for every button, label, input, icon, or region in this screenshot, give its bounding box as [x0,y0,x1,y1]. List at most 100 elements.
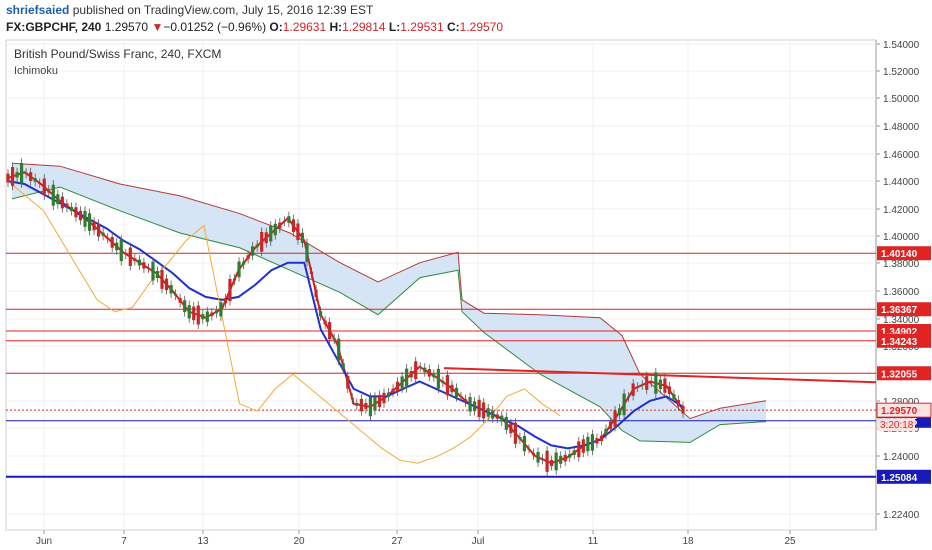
candle-body [309,271,314,274]
candle-body [264,232,268,244]
x-tick-label: Jun [36,536,52,547]
open-value: 1.29631 [282,20,327,34]
candle-body [486,408,490,417]
candle-body [645,376,649,390]
candle-body [391,388,395,393]
current-price-box [876,402,932,418]
symbol-label[interactable]: FX:GBPCHF, 240 [6,20,102,34]
candle-body [24,172,28,175]
y-tick-label: 1.24000 [883,452,920,463]
y-tick-label: 1.50000 [883,94,920,105]
candle-body [296,223,300,241]
candle-body [278,222,282,229]
candle-body [133,258,137,262]
y-tick-label: 1.42000 [883,205,920,216]
candle-body [210,312,214,317]
candle-body [613,410,617,427]
candle-body [509,423,513,434]
candle-body [604,428,608,435]
candle-body [468,397,472,412]
candle-body [572,450,576,455]
candle-body [341,363,345,369]
candle-body [10,167,15,186]
candle-body [364,403,368,409]
candle-body [183,300,187,313]
candle-body [124,253,128,255]
candle-body [137,259,141,266]
candle-body [219,302,223,317]
x-tick-label: 13 [197,536,209,547]
candle-body [459,396,463,398]
low-value: 1.29531 [400,20,444,34]
candle-body [142,262,146,269]
publish-info: shriefsaied published on TradingView.com… [6,3,373,17]
candle-body [101,232,105,236]
candle-body [368,397,373,417]
candle-body [395,381,400,392]
candle-body [47,189,51,193]
candle-body [654,372,658,394]
price-label-text: 1.40140 [881,249,918,260]
senkou-span-a-line [11,186,767,443]
candle-body [405,368,409,389]
candle-body [454,387,459,398]
candle-body [201,314,205,320]
candle-body [291,219,296,232]
candle-body [622,393,626,416]
candle-body [169,285,173,294]
candle-body [282,220,286,222]
author-link[interactable]: shriefsaied [6,3,70,17]
candle-body [128,247,132,267]
candle-body [586,436,590,452]
x-tick-label: 25 [784,536,796,547]
low-label: L: [388,20,401,34]
candle-body [228,279,232,302]
candle-body [337,338,341,361]
candle-body [581,439,585,453]
price-label-text: 1.34243 [881,337,918,348]
x-tick-label: 18 [682,536,694,547]
y-tick-label: 1.22400 [883,510,920,521]
high-value: 1.29814 [342,20,386,34]
candle-body [328,322,332,340]
candle-body [531,453,536,456]
candle-body [681,406,685,414]
candle-body [56,194,60,205]
candle-body [676,399,681,407]
candle-body [346,376,350,389]
x-tick-label: 11 [588,536,599,547]
kijun-sen-line [7,180,684,450]
candle-body [106,237,110,239]
candle-body [65,203,69,208]
price-label-text: 1.25084 [881,473,918,484]
current-price-label: 1.29570 [881,406,918,417]
candle-body [6,173,10,183]
candle-body [33,178,37,182]
candle-body [545,450,549,472]
candle-body [83,210,87,227]
y-tick-label: 1.36000 [883,287,920,298]
candle-body [595,438,599,444]
candle-body [92,221,96,231]
candle-body [115,242,119,251]
y-tick-label: 1.52000 [883,67,920,78]
candle-body [205,311,209,322]
y-tick-label: 1.48000 [883,122,920,133]
candle-body [436,368,440,389]
candle-body [649,381,653,383]
candle-body [241,261,246,265]
candle-body [427,369,431,377]
x-tick-label: 27 [391,536,403,547]
candle-body [155,271,160,279]
candle-body [97,223,101,237]
candle-body [323,320,327,325]
y-tick-label: 1.28000 [883,397,920,408]
price-label-text: 1.34902 [881,327,918,338]
candle-body [373,396,377,411]
indicator-label[interactable]: Ichimoku [14,65,59,77]
candle-body [599,435,604,442]
candle-body [60,196,64,209]
candle-body [477,399,481,418]
candle-body [631,383,635,396]
